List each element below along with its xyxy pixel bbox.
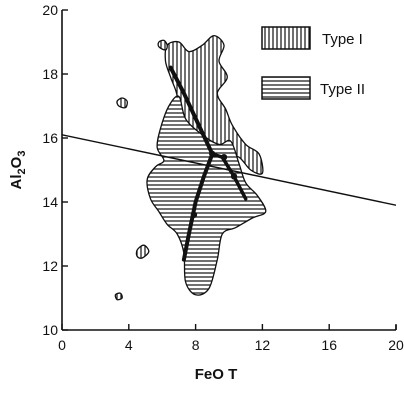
x-tick-label-8: 8 [192,337,200,353]
y-tick-label-20: 20 [42,2,58,18]
x-tick-label-16: 16 [321,337,337,353]
x-tick-label-12: 12 [255,337,271,353]
legend-swatch-type-2 [261,76,311,100]
legend-swatch-type-1 [261,26,311,50]
trend-marker-3 [230,173,238,180]
regions-layer [114,34,267,301]
axes-layer: 0 4 8 12 16 20 10 12 14 16 18 20 [42,2,404,353]
trend-marker-4 [190,211,198,218]
y-axis-title-sub-2: 2 [16,168,28,174]
lines-layer [62,65,396,262]
y-axis-title-sub-3: 3 [16,151,28,157]
x-tick-label-20: 20 [388,337,404,353]
trend-line [168,65,215,262]
x-tick-label-0: 0 [58,337,66,353]
region-type-1-3 [116,97,128,109]
legend-label-type-1: Type I [322,31,363,48]
legend: Type I Type II [261,26,365,100]
region-type-1-2 [157,39,168,51]
y-tick-label-10: 10 [42,322,58,338]
trend-marker-1 [209,150,216,158]
y-tick-label-18: 18 [42,66,58,82]
trend-marker-2 [220,154,228,161]
region-type-1-5 [114,292,123,301]
region-type-2-1 [146,95,267,296]
y-tick-label-14: 14 [42,194,58,210]
trend-line-branch [210,152,248,201]
legend-label-type-2: Type II [320,81,365,98]
x-axis-title: FeO T [195,366,238,383]
y-tick-label-16: 16 [42,130,58,146]
region-type-1-4 [135,244,150,259]
y-tick-label-12: 12 [42,258,58,274]
y-axis-title-part-al: Al [8,174,25,189]
y-axis-title: Al2O3 [8,151,28,190]
x-tick-label-4: 4 [125,337,133,353]
y-axis-title-part-o: O [8,156,25,168]
